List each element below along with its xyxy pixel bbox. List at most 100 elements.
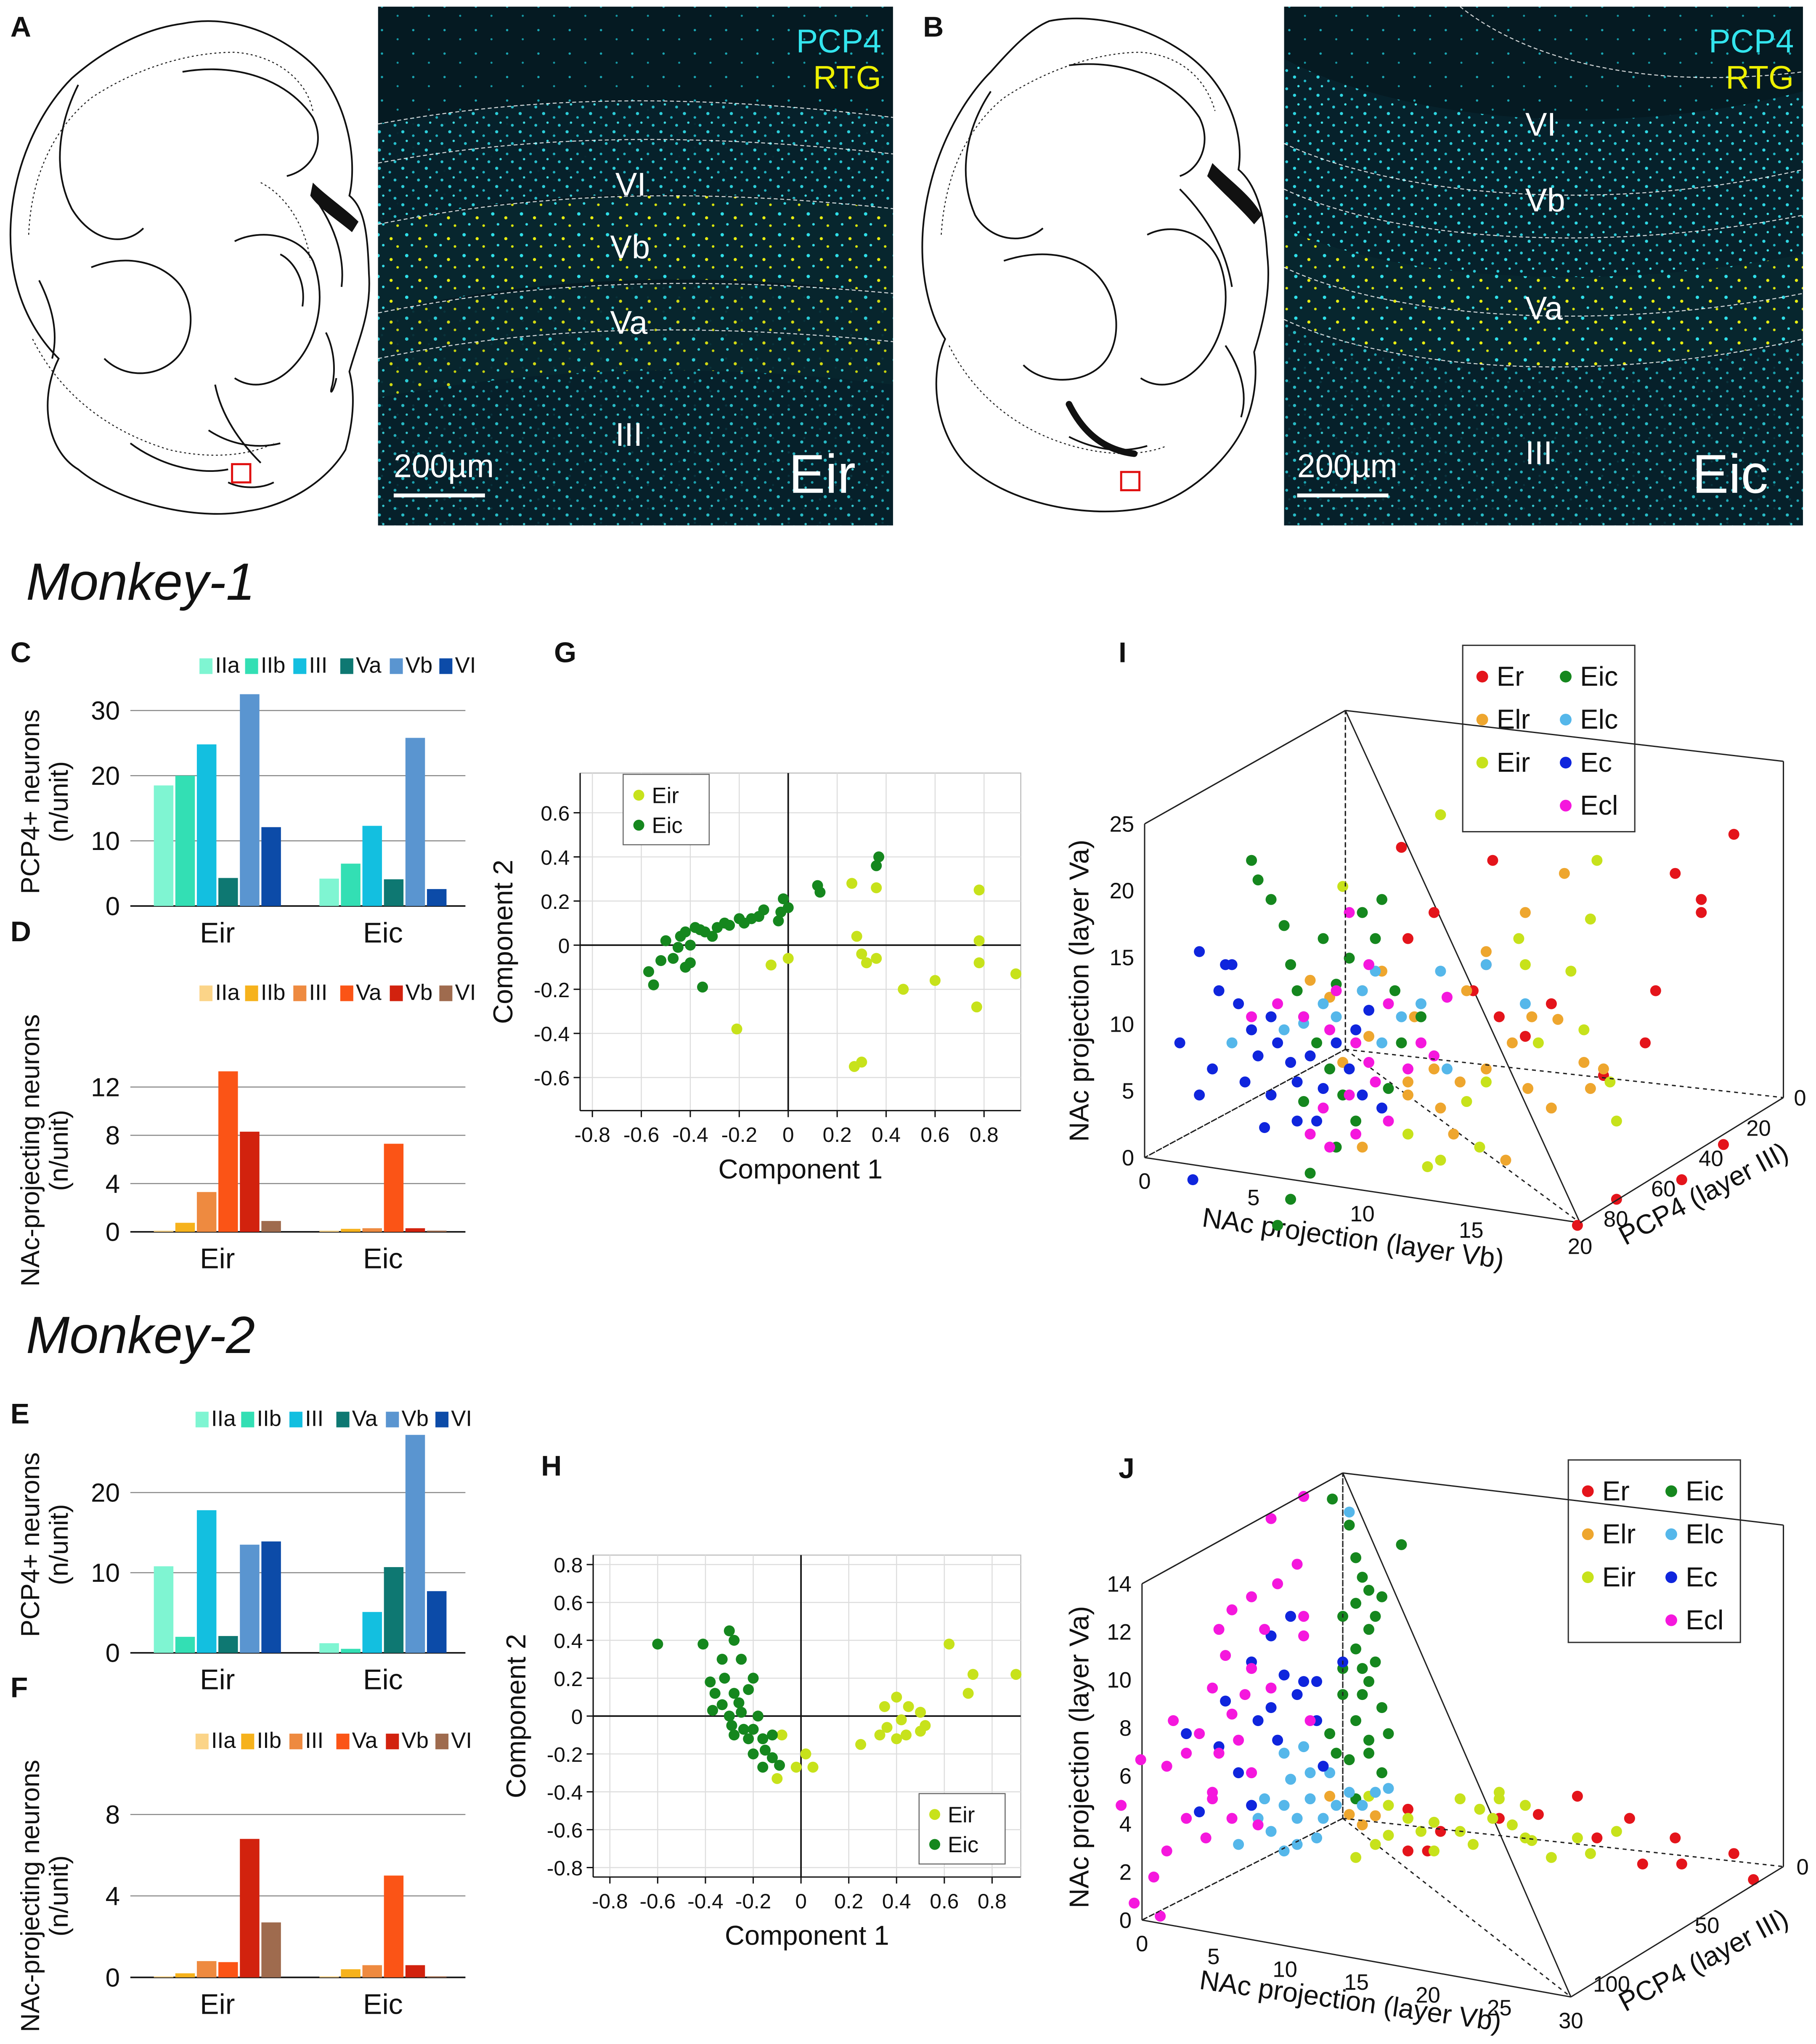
box-edge [1144,1157,1580,1223]
bar-iib-eic [341,1969,361,1978]
x-axis-label: Component 1 [718,1154,883,1184]
x-tick-label: 0.2 [834,1889,863,1913]
point-eir [903,1701,914,1712]
point-eir [1370,1839,1381,1850]
x-tick-label: 10 [1273,1957,1297,1982]
legend-label-vi: VI [455,653,476,678]
box-edge [1342,1818,1572,1998]
point-eic [724,920,735,931]
legend-label-vi: VI [455,980,476,1005]
x-tick-label: Eic [363,917,403,949]
point-ecl [1350,1128,1362,1140]
legend-box [1567,1459,1741,1643]
point-eic [782,902,794,913]
point-ecl [1226,1708,1238,1720]
point-eir [944,1639,955,1650]
point-eir [1532,1037,1544,1048]
point-er [1650,985,1661,996]
point-ecl [1318,1102,1329,1114]
legend-swatch-iia [195,1411,209,1427]
point-eir [1435,809,1446,821]
legend-marker-ec [1560,757,1572,769]
legend-label-iib: IIb [261,980,286,1005]
legend-marker-ecl [1665,1614,1677,1626]
y-tick-label: 0 [106,892,120,921]
point-eir [1402,1128,1414,1140]
z-tick-label: 80 [1604,1207,1628,1232]
bar-va-eic [384,1567,404,1653]
x-tick-label: -0.2 [735,1889,771,1913]
point-eir [1415,1826,1426,1837]
bar-iib-eic [341,1649,361,1653]
y-tick-label: 6 [1119,1764,1132,1789]
legend-marker-eir [1476,757,1488,769]
point-elc [1435,966,1446,977]
point-ecl [1298,1611,1310,1622]
point-eic [758,904,769,916]
point-ecl [1415,1037,1426,1048]
legend-swatch-iia [195,1734,209,1750]
point-eic [1350,1598,1362,1609]
point-elr [1480,1063,1492,1075]
y-tick-label: 8 [106,1121,120,1150]
point-eir [846,878,858,889]
bar-iib-eir [175,1973,195,1978]
point-ec [1318,1761,1329,1772]
point-eir [1474,1803,1485,1815]
y-tick-label: -0.4 [547,1781,583,1804]
point-eir [807,1761,819,1773]
point-eic [1370,1611,1381,1622]
layer-label-iii: III [1525,435,1553,471]
legend-marker-eir [1582,1571,1594,1583]
point-eic [1415,1011,1426,1022]
point-eir [1467,1839,1479,1850]
legend-label-iii: III [305,1728,323,1753]
point-eic [1363,1747,1375,1759]
point-ecl [1213,1747,1225,1759]
y-tick-label: -0.2 [534,978,570,1002]
point-ecl [1363,959,1375,970]
bar-va-eir [218,1962,238,1978]
legend-label-eic: Eic [948,1832,978,1857]
point-eic [1285,1194,1296,1205]
point-er [1402,1845,1414,1857]
point-elr [1526,1011,1538,1022]
bar-iia-eir [154,785,174,906]
legend-label-iii: III [309,653,327,678]
point-ec [1252,1715,1264,1726]
point-eic [1376,894,1388,905]
y-tick-label: 10 [91,827,120,856]
point-elc [1304,1793,1316,1805]
point-ecl [1116,1800,1127,1811]
y-tick-label: -0.6 [534,1067,570,1090]
y-tick-label: 0 [106,1218,120,1247]
point-eir [1383,1800,1394,1811]
point-eic [707,931,718,942]
point-elc [1265,1826,1277,1837]
bar-iia-eir [154,1976,174,1978]
legend-label-eir: Eir [1602,1562,1636,1592]
legend-marker-elr [1476,714,1488,725]
point-ec [1291,1689,1303,1700]
bar-iii-eir [196,1192,217,1232]
x-tick-label: 0.8 [978,1889,1007,1913]
point-ec [1246,1024,1257,1035]
x-tick-label: 0.4 [882,1889,911,1913]
point-ecl [1148,1871,1159,1883]
x-tick-label: 20 [1416,1983,1440,2008]
point-eic [1363,1734,1375,1746]
legend-label-iia: IIa [211,1406,236,1431]
bar-vi-eic [427,889,447,906]
point-eir [800,1748,811,1760]
point-elc [1480,959,1492,970]
legend-swatch-va [340,985,353,1001]
point-elr [1522,1083,1534,1094]
point-eic [1357,907,1368,918]
legend-swatch-vb [390,658,403,674]
legend-label-eic: Eic [652,813,683,838]
bar-iib-eir [175,776,195,906]
point-eic [648,979,659,990]
point-eir [782,953,794,964]
point-eic [1350,1715,1362,1726]
bar-iii-eic [362,1612,382,1653]
